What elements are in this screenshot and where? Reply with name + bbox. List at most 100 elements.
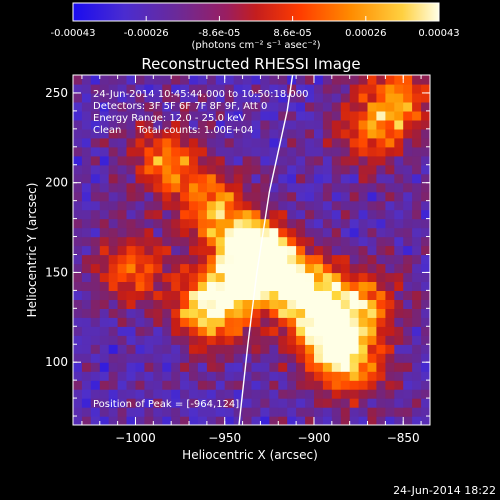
heatmap-cell <box>144 308 154 318</box>
heatmap-cell <box>224 254 235 265</box>
heatmap-cell <box>153 75 163 85</box>
heatmap-cell <box>189 281 199 291</box>
heatmap-cell <box>171 146 181 157</box>
heatmap-cell <box>349 326 360 336</box>
heatmap-cell <box>376 353 386 363</box>
heatmap-cell <box>260 191 270 202</box>
heatmap-cell <box>162 398 172 408</box>
heatmap-cell <box>99 182 110 193</box>
heatmap-cell <box>385 353 395 363</box>
heatmap-cell <box>331 75 342 85</box>
heatmap-cell <box>73 398 83 408</box>
heatmap-cell <box>403 272 413 282</box>
heatmap-cell <box>412 380 422 390</box>
heatmap-cell <box>421 272 430 282</box>
heatmap-cell <box>278 155 288 166</box>
heatmap-cell <box>108 245 119 256</box>
heatmap-cell <box>90 398 101 408</box>
heatmap-cell <box>81 75 92 85</box>
heatmap-cell <box>296 75 306 85</box>
heatmap-cell <box>90 110 101 121</box>
heatmap-cell <box>180 335 190 345</box>
heatmap-cell <box>376 281 386 291</box>
heatmap-cell <box>242 191 253 202</box>
heatmap-cell <box>376 407 386 417</box>
heatmap-cell <box>135 281 145 291</box>
heatmap-cell <box>206 137 217 148</box>
heatmap-cell <box>322 317 333 327</box>
heatmap-cell <box>224 326 235 336</box>
colorbar <box>72 2 440 22</box>
heatmap-cell <box>331 380 342 390</box>
heatmap-cell <box>206 200 217 211</box>
heatmap-cell <box>251 317 261 327</box>
heatmap-cell <box>269 263 279 274</box>
heatmap-cell <box>385 173 395 184</box>
heatmap-cell <box>180 92 190 103</box>
heatmap-cell <box>376 200 386 211</box>
heatmap-cell <box>162 164 172 175</box>
heatmap-cell <box>385 308 395 318</box>
heatmap-cell <box>260 263 270 274</box>
heatmap-cell <box>135 290 145 300</box>
heatmap-cell <box>322 263 333 274</box>
heatmap-cell <box>81 317 92 327</box>
heatmap-cell <box>358 137 369 148</box>
heatmap-cell <box>215 398 226 408</box>
heatmap-cell <box>81 155 92 166</box>
heatmap-cell <box>278 308 288 318</box>
colorbar-tick-label: -8.6e-05 <box>198 28 240 39</box>
heatmap-cell <box>314 308 324 318</box>
heatmap-cell <box>251 110 261 121</box>
heatmap-cell <box>233 362 244 372</box>
heatmap-cell <box>197 335 208 345</box>
heatmap-cell <box>305 245 315 256</box>
heatmap-cell <box>251 407 261 417</box>
heatmap-cell <box>108 290 119 300</box>
heatmap-cell <box>269 317 279 327</box>
heatmap-cell <box>206 281 217 291</box>
heatmap-cell <box>278 371 288 381</box>
heatmap-cell <box>117 281 128 291</box>
heatmap-cell <box>81 263 92 274</box>
heatmap-cell <box>322 344 333 354</box>
heatmap-cell <box>233 335 244 345</box>
heatmap-cell <box>135 326 145 336</box>
heatmap-cell <box>367 146 377 157</box>
heatmap-cell <box>412 407 422 417</box>
heatmap-cell <box>206 416 217 425</box>
heatmap-cell <box>421 137 430 148</box>
heatmap-cell <box>260 353 270 363</box>
heatmap-cell <box>340 191 351 202</box>
heatmap-cell <box>287 128 297 139</box>
info-detectors: Detectors: 3F 5F 6F 7F 8F 9F, Att 0 <box>93 101 267 112</box>
heatmap-cell <box>287 362 297 372</box>
heatmap-cell <box>108 146 119 157</box>
heatmap-cell <box>189 362 199 372</box>
heatmap-cell <box>171 362 181 372</box>
heatmap-cell <box>367 137 377 148</box>
heatmap-cell <box>287 191 297 202</box>
heatmap-cell <box>162 209 172 220</box>
heatmap-cell <box>117 263 128 274</box>
heatmap-cell <box>162 308 172 318</box>
heatmap-cell <box>197 173 208 184</box>
heatmap-cell <box>180 254 190 265</box>
heatmap-cell <box>117 353 128 363</box>
heatmap-cell <box>421 110 430 121</box>
heatmap-cell <box>394 254 404 265</box>
heatmap-cell <box>394 110 404 121</box>
heatmap-cell <box>90 263 101 274</box>
heatmap-cell <box>135 173 145 184</box>
heatmap-cell <box>305 326 315 336</box>
heatmap-cell <box>296 398 306 408</box>
heatmap-cell <box>144 218 154 229</box>
heatmap-cell <box>376 218 386 229</box>
heatmap-cell <box>269 407 279 417</box>
heatmap-cell <box>287 92 297 103</box>
heatmap-cell <box>242 227 253 238</box>
heatmap-cell <box>153 236 163 247</box>
heatmap-cell <box>403 281 413 291</box>
heatmap-cell <box>81 218 92 229</box>
heatmap-cell <box>153 290 163 300</box>
